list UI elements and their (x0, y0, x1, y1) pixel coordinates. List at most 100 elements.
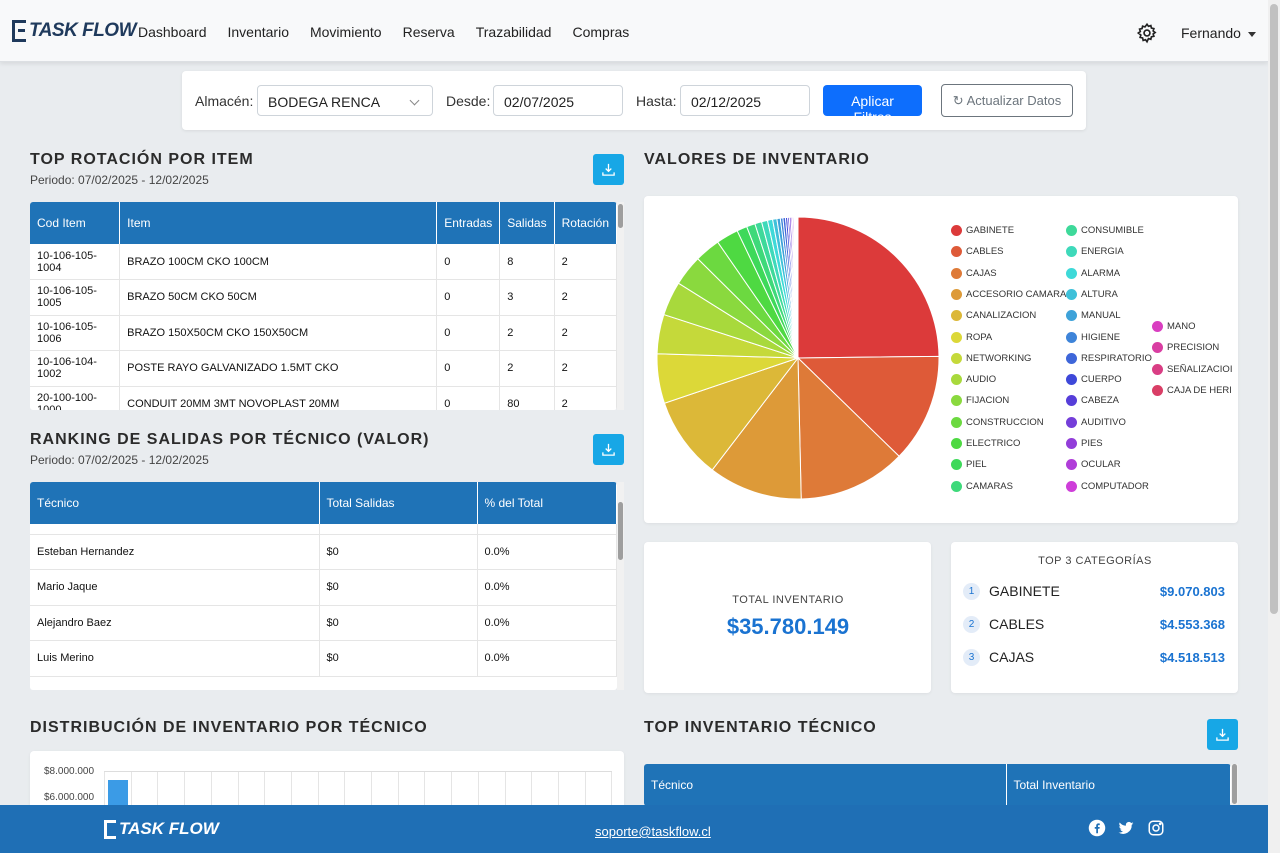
legend-item[interactable]: CABLES (951, 246, 1004, 258)
legend-item[interactable]: CANALIZACION (951, 310, 1037, 322)
legend-item[interactable]: ALTURA (1066, 288, 1118, 300)
brand-logo[interactable]: TASK FLOW (12, 20, 137, 42)
hasta-label: Hasta: (636, 93, 677, 109)
pie-slice-gabinete[interactable] (797, 216, 940, 359)
legend-label: CAJAS (966, 267, 997, 279)
distribucion-title: DISTRIBUCIÓN DE INVENTARIO POR TÉCNICO (30, 719, 428, 736)
refresh-data-button[interactable]: ↻ Actualizar Datos (941, 84, 1073, 117)
top-inv-tecnico-title: TOP INVENTARIO TÉCNICO (644, 719, 877, 736)
legend-label: ACCESORIO CAMARA (966, 288, 1067, 300)
cell: 8 (499, 244, 555, 280)
scroll-thumb[interactable] (618, 204, 623, 228)
legend-label: CANALIZACION (966, 310, 1037, 322)
nav-trazabilidad[interactable]: Trazabilidad (475, 24, 552, 40)
desde-value: 02/07/2025 (504, 94, 575, 110)
col-item[interactable]: Item (119, 202, 438, 244)
legend-item[interactable]: CUERPO (1066, 374, 1122, 386)
apply-filters-button[interactable]: Aplicar Filtros (823, 85, 922, 125)
support-email-link[interactable]: soporte@taskflow.cl (595, 824, 711, 839)
legend-item[interactable]: ACCESORIO CAMARA (951, 288, 1067, 300)
legend-item[interactable]: ENERGIA (1066, 246, 1124, 258)
distribucion-bar[interactable] (108, 780, 128, 811)
top-inv-scrollbar[interactable] (1231, 764, 1238, 806)
facebook-icon[interactable] (1088, 819, 1106, 837)
col-entradas[interactable]: Entradas (436, 202, 501, 244)
instagram-icon[interactable] (1147, 819, 1165, 837)
rotation-table-scrollbar[interactable] (617, 202, 624, 410)
legend-item[interactable]: ALARMA (1066, 267, 1120, 279)
pie-slice-caja-de-heri[interactable] (796, 216, 799, 359)
legend-item[interactable]: PIES (1066, 438, 1103, 449)
download-rotation-button[interactable] (593, 154, 624, 185)
nav-reserva[interactable]: Reserva (402, 24, 455, 40)
download-ranking-button[interactable] (593, 434, 624, 465)
top3-row: 2 CABLES $4.553.368 (963, 614, 1225, 634)
legend-label: OCULAR (1081, 459, 1121, 471)
nav-dashboard[interactable]: Dashboard (138, 24, 207, 40)
cell: 0.0% (477, 640, 617, 677)
legend-swatch (1152, 342, 1163, 354)
grid-line (451, 772, 453, 812)
legend-item[interactable]: FIJACION (951, 395, 1010, 407)
rank-badge: 3 (963, 648, 980, 666)
legend-item[interactable]: AUDIO (951, 374, 996, 386)
distribucion-grid (104, 771, 613, 812)
col-tecnico[interactable]: Técnico (644, 764, 1007, 806)
legend-swatch (1066, 374, 1077, 386)
legend-item[interactable]: MANO (1152, 321, 1196, 332)
legend-item[interactable]: AUDITIVO (1066, 416, 1126, 428)
twitter-icon[interactable] (1117, 819, 1135, 837)
scroll-thumb[interactable] (1232, 764, 1237, 804)
gear-icon[interactable] (1136, 22, 1158, 44)
legend-item[interactable]: MANUAL (1066, 310, 1121, 322)
legend-item[interactable]: NETWORKING (951, 352, 1031, 364)
legend-item[interactable]: PRECISION (1152, 342, 1219, 354)
col-total-salidas[interactable]: Total Salidas (319, 482, 478, 524)
legend-item[interactable]: ELECTRICO (951, 438, 1020, 449)
user-menu[interactable]: Fernando (1181, 25, 1256, 41)
col-total-inventario[interactable]: Total Inventario (1006, 764, 1231, 806)
page-scrollbar[interactable] (1268, 0, 1280, 853)
scroll-thumb[interactable] (618, 502, 623, 560)
legend-item[interactable]: CAMARAS (951, 480, 1013, 492)
pie-slice-cajas[interactable] (797, 356, 900, 500)
legend-item[interactable]: COMPUTADOR (1066, 480, 1149, 492)
desde-date-input[interactable]: 02/07/2025 (493, 85, 623, 116)
table-row: Esteban Hernandez $0 0.0% (30, 534, 617, 570)
legend-item[interactable]: CONSUMIBLE (1066, 225, 1144, 236)
footer-logo[interactable]: TASK FLOW (104, 819, 219, 839)
col-salidas[interactable]: Salidas (499, 202, 555, 244)
legend-item[interactable]: ROPA (951, 331, 992, 343)
pie-slice-accesorio-camara[interactable] (711, 356, 802, 500)
ranking-table-scrollbar[interactable] (617, 482, 624, 690)
download-top-inv-button[interactable] (1207, 719, 1238, 750)
col-tecnico[interactable]: Técnico (30, 482, 320, 524)
col-porcentaje[interactable]: % del Total (477, 482, 617, 524)
legend-item[interactable]: CONSTRUCCION (951, 416, 1044, 428)
legend-label: CAJA DE HERI (1167, 384, 1232, 396)
page-scrollbar-thumb[interactable] (1270, 4, 1278, 614)
legend-item[interactable]: HIGIENE (1066, 331, 1120, 343)
legend-item[interactable]: GABINETE (951, 225, 1014, 236)
legend-item[interactable]: CABEZA (1066, 395, 1119, 407)
cell: 0.0% (477, 569, 617, 606)
legend-item[interactable]: PIEL (951, 459, 987, 471)
nav-movimiento[interactable]: Movimiento (309, 24, 382, 40)
legend-item[interactable]: CAJAS (951, 267, 997, 279)
hasta-date-input[interactable]: 02/12/2025 (680, 85, 810, 116)
nav-compras[interactable]: Compras (572, 24, 630, 40)
legend-label: FIJACION (966, 395, 1010, 407)
ranking-title: RANKING DE SALIDAS POR TÉCNICO (VALOR) (30, 431, 430, 448)
pie-slice-canalizacion[interactable] (663, 356, 800, 471)
legend-swatch (1066, 480, 1077, 492)
nav-inventario[interactable]: Inventario (227, 24, 289, 40)
legend-item[interactable]: CAJA DE HERI (1152, 384, 1232, 396)
legend-item[interactable]: OCULAR (1066, 459, 1121, 471)
col-rotacion[interactable]: Rotación (554, 202, 617, 244)
pie-slice-cables[interactable] (796, 355, 940, 457)
col-cod-item[interactable]: Cod Item (30, 202, 121, 244)
table-row: 10-106-105-1006 BRAZO 150X50CM CKO 150X50… (30, 315, 617, 351)
legend-item[interactable]: RESPIRATORIO (1066, 352, 1152, 364)
almacen-select[interactable]: BODEGA RENCA (257, 85, 433, 116)
legend-item[interactable]: SEÑALIZACIOI (1152, 363, 1232, 375)
